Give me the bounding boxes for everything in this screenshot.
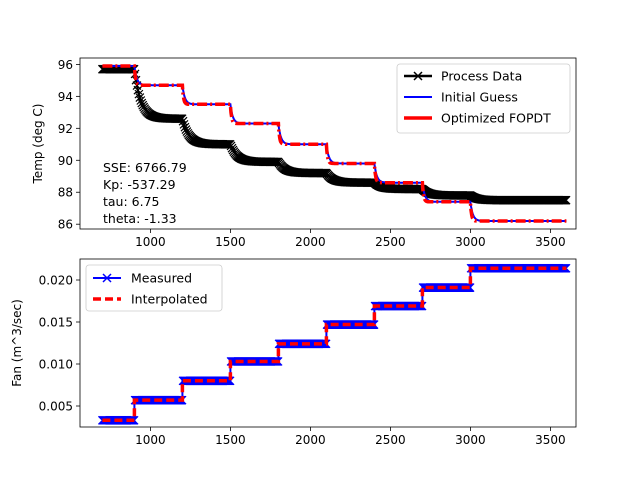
legend-marker-measured [102,273,112,283]
x-tick-label-1-0: 1000 [135,433,166,447]
y-tick-label-0-0: 86 [58,218,73,232]
x-tick-label-1-3: 2500 [375,433,406,447]
annotation-sse: SSE: 6766.79 [103,160,187,175]
fan-panel: 1000 1500 2000 2500 3000 3500 0.005 0.010 0.015 0… [10,258,577,448]
y-tick-label-0-3: 92 [58,122,73,136]
x-tick-label-1-4: 3000 [455,433,486,447]
fan-y-axis-label: Fan (m^3/sec) [10,299,24,387]
x-tick-label-1-1: 1500 [215,433,246,447]
x-tick-label-0-5: 3500 [535,235,566,249]
fan-legend: Measured Interpolated [85,264,223,312]
y-tick-label-1-0: 0.005 [39,400,73,414]
x-tick-label-1-5: 3500 [535,433,566,447]
temperature-axes-frame [79,57,577,230]
fan-ticks: 1000 1500 2000 2500 3000 3500 0.005 0.010 0.015 0… [39,274,566,448]
y-tick-label-1-3: 0.020 [39,274,73,288]
y-tick-label-1-2: 0.015 [39,316,73,330]
series-line-interpolated [102,266,567,423]
legend-label-initial-guess: Initial Guess [441,90,518,105]
series-line-optimized-fopdt [102,64,567,223]
temperature-y-axis-label: Temp (deg C) [31,104,45,185]
annotation-kp: Kp: -537.29 [103,177,176,192]
temperature-series-group [97,64,571,223]
fan-series-group [97,263,571,425]
y-tick-label-0-2: 90 [58,154,73,168]
series-line-process-data [102,68,567,202]
x-tick-label-1-2: 2000 [295,433,326,447]
x-tick-label-0-2: 2000 [295,235,326,249]
x-tick-label-0-0: 1000 [135,235,166,249]
temperature-legend-box [396,63,571,134]
annotation-tau: tau: 6.75 [103,194,160,209]
x-tick-label-0-4: 3000 [455,235,486,249]
temperature-legend: Process Data Initial Guess Optimized FOP… [396,63,571,134]
x-tick-label-0-1: 1500 [215,235,246,249]
x-tick-label-0-3: 2500 [375,235,406,249]
y-tick-label-0-4: 94 [58,90,73,104]
temperature-panel: SSE: 6766.79 Kp: -537.29 tau: 6.75 theta… [31,57,577,249]
y-tick-label-1-1: 0.010 [39,358,73,372]
annotation-theta: theta: -1.33 [103,211,177,226]
legend-marker-process-data [413,71,423,81]
legend-label-interpolated: Interpolated [131,292,208,307]
legend-label-measured: Measured [131,271,192,286]
legend-label-optimized: Optimized FOPDT [441,111,551,126]
y-tick-label-0-5: 96 [58,58,73,72]
legend-label-process-data: Process Data [441,69,522,84]
y-tick-label-0-1: 88 [58,186,73,200]
temperature-ticks: 1000 1500 2000 2500 3000 3500 86 88 90 92 94 96 [58,58,566,249]
fan-axes-frame [79,258,577,428]
